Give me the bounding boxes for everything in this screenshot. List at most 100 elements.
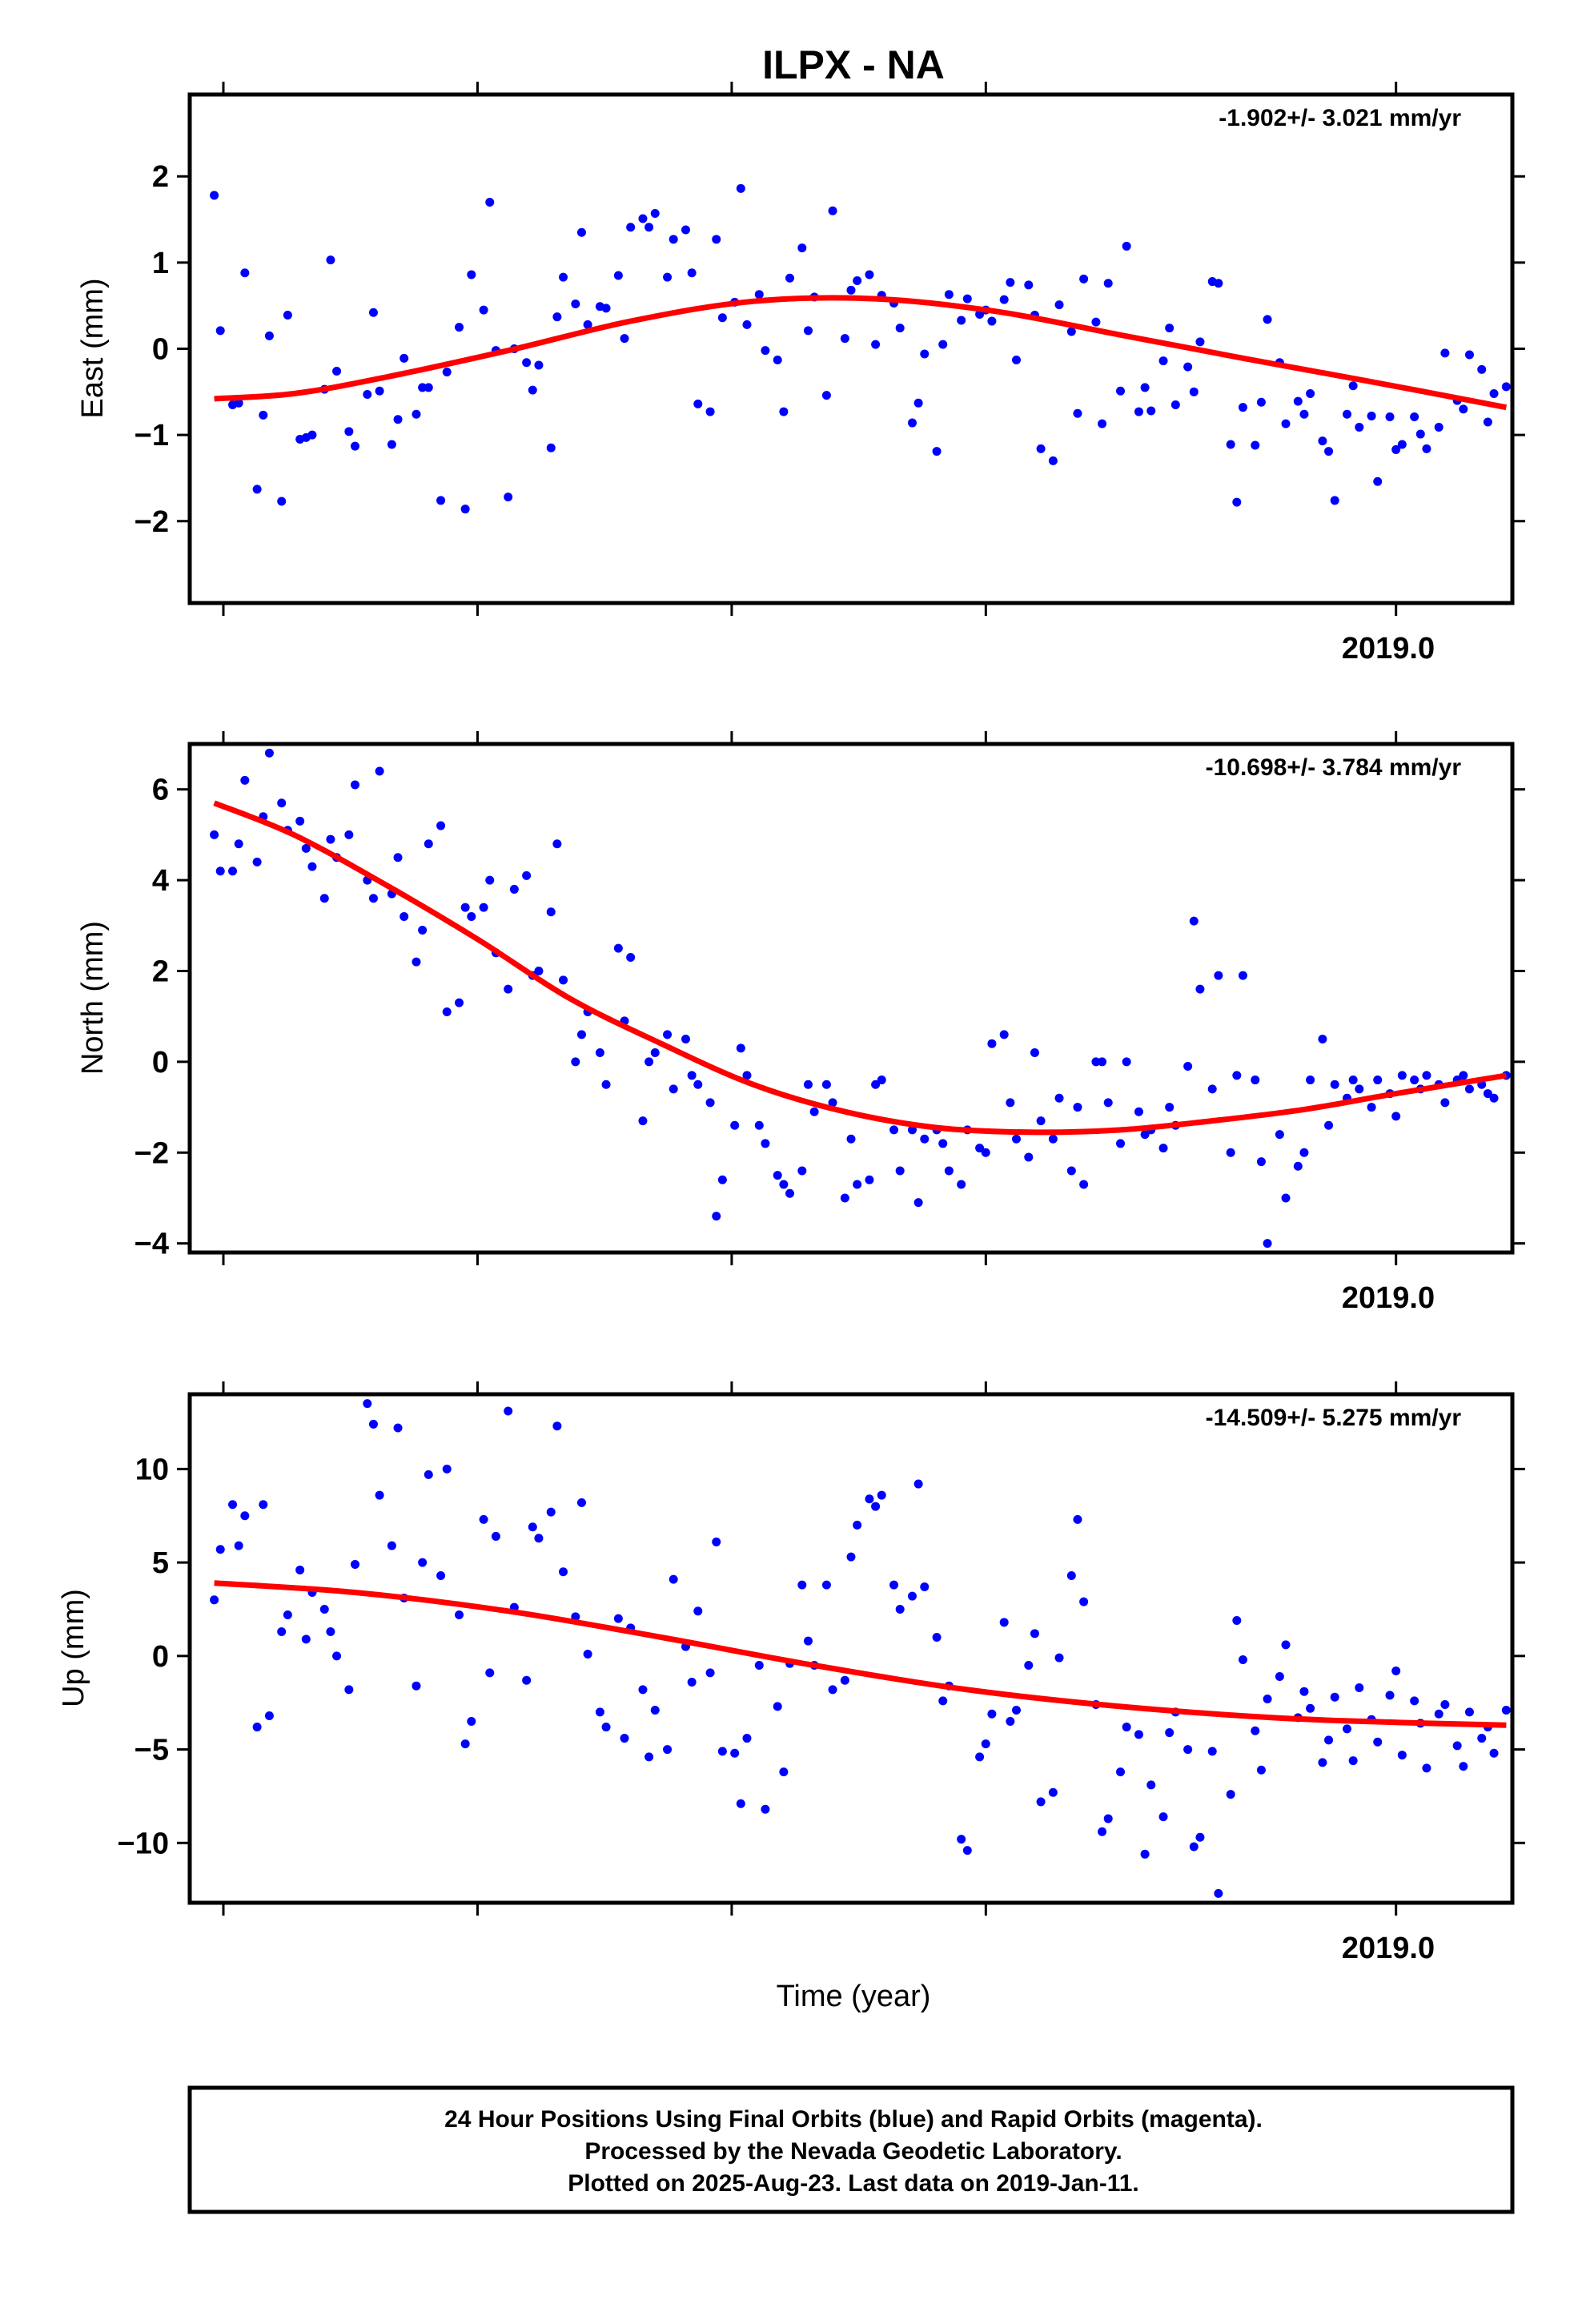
up-panel: −10 −5 0 5 10 Up (mm) -14.509+/- 5.275 mm/yr… bbox=[57, 1381, 1525, 1965]
up-data-point bbox=[779, 1767, 789, 1777]
north-data-point bbox=[871, 1080, 881, 1089]
north-x-tick-label: 2019.0 bbox=[1342, 1281, 1435, 1315]
east-data-point bbox=[387, 440, 396, 449]
up-data-point bbox=[1183, 1745, 1193, 1755]
east-data-point bbox=[1012, 355, 1021, 364]
north-data-point bbox=[1030, 1048, 1039, 1058]
up-data-point bbox=[821, 1580, 831, 1590]
east-data-point bbox=[424, 383, 433, 392]
east-data-point bbox=[962, 294, 972, 304]
east-data-point bbox=[1116, 386, 1126, 396]
up-data-point bbox=[436, 1570, 446, 1580]
north-data-point bbox=[1122, 1057, 1131, 1067]
east-data-point bbox=[785, 273, 795, 283]
up-data-point bbox=[522, 1675, 532, 1685]
east-data-point bbox=[693, 399, 703, 408]
north-data-point bbox=[1054, 1093, 1064, 1103]
east-data-point bbox=[821, 391, 831, 400]
north-data-point bbox=[1207, 1084, 1217, 1094]
up-data-point bbox=[761, 1804, 770, 1814]
up-tick-marks bbox=[177, 1381, 1525, 1916]
up-data-point bbox=[595, 1707, 604, 1717]
up-data-point bbox=[999, 1618, 1009, 1627]
up-data-point bbox=[210, 1595, 219, 1605]
east-data-point bbox=[283, 311, 292, 320]
north-data-point bbox=[853, 1180, 862, 1189]
east-data-point bbox=[1054, 300, 1064, 310]
up-data-point bbox=[828, 1685, 837, 1695]
north-data-point bbox=[576, 1030, 586, 1039]
north-data-point bbox=[1306, 1076, 1315, 1085]
north-data-point bbox=[295, 816, 305, 826]
north-data-point bbox=[1459, 1071, 1468, 1080]
north-data-point bbox=[1189, 916, 1199, 926]
up-data-point bbox=[613, 1614, 623, 1623]
east-data-point bbox=[559, 272, 568, 282]
up-data-point bbox=[424, 1470, 433, 1479]
up-data-point bbox=[559, 1567, 568, 1577]
up-data-point bbox=[1226, 1790, 1235, 1799]
north-y-tick-label: 6 bbox=[152, 774, 169, 807]
east-data-point bbox=[418, 383, 428, 392]
north-data-point bbox=[821, 1080, 831, 1089]
up-data-point bbox=[840, 1675, 849, 1685]
north-data-point bbox=[1397, 1071, 1407, 1080]
east-data-point bbox=[1170, 400, 1180, 409]
north-data-point bbox=[999, 1030, 1009, 1039]
up-data-point bbox=[601, 1723, 611, 1732]
north-data-point bbox=[1410, 1076, 1419, 1085]
north-data-point bbox=[736, 1043, 745, 1053]
footer-line-3: Plotted on 2025-Aug-23. Last data on 201… bbox=[568, 2170, 1139, 2197]
up-data-point bbox=[1006, 1717, 1015, 1727]
east-data-point bbox=[742, 320, 752, 329]
up-data-point bbox=[1434, 1709, 1443, 1719]
east-data-point bbox=[368, 308, 378, 317]
east-data-point bbox=[1306, 388, 1315, 398]
north-data-point bbox=[717, 1175, 727, 1184]
up-data-point bbox=[736, 1799, 745, 1808]
north-y-tick-label: 4 bbox=[152, 864, 169, 898]
up-data-point bbox=[301, 1634, 311, 1644]
east-data-point bbox=[1459, 404, 1468, 414]
east-data-point bbox=[1256, 397, 1266, 407]
north-data-point bbox=[1373, 1076, 1383, 1085]
north-data-point bbox=[1422, 1071, 1431, 1080]
up-data-point bbox=[1464, 1707, 1474, 1717]
north-data-point bbox=[1165, 1103, 1174, 1112]
up-data-point bbox=[467, 1717, 476, 1727]
up-data-point bbox=[987, 1709, 997, 1719]
north-data-point bbox=[509, 884, 519, 894]
up-data-point bbox=[1189, 1842, 1199, 1852]
up-data-point bbox=[638, 1685, 648, 1695]
up-data-point bbox=[938, 1696, 948, 1706]
up-data-point bbox=[583, 1650, 592, 1659]
north-data-point bbox=[393, 853, 403, 862]
up-data-point bbox=[1079, 1597, 1089, 1606]
up-data-point bbox=[576, 1498, 586, 1507]
north-data-point bbox=[252, 857, 262, 866]
north-data-point bbox=[412, 957, 421, 967]
up-data-point bbox=[412, 1681, 421, 1691]
east-data-point bbox=[1440, 348, 1450, 358]
up-data-point bbox=[264, 1711, 274, 1721]
north-rate-annotation: -10.698+/- 3.784 mm/yr bbox=[1206, 754, 1462, 781]
north-data-point bbox=[1318, 1035, 1327, 1044]
up-data-point bbox=[368, 1419, 378, 1429]
east-data-point bbox=[803, 326, 813, 336]
north-data-point bbox=[455, 998, 464, 1007]
north-data-point bbox=[1134, 1107, 1143, 1116]
north-data-point bbox=[1251, 1076, 1260, 1085]
up-data-point bbox=[1030, 1629, 1039, 1638]
east-data-point bbox=[932, 447, 942, 456]
up-data-point bbox=[687, 1678, 697, 1687]
north-data-point bbox=[1299, 1148, 1309, 1157]
up-data-point bbox=[1275, 1672, 1284, 1682]
up-y-tick-label: 10 bbox=[135, 1453, 169, 1486]
up-data-point bbox=[1048, 1787, 1058, 1797]
up-data-point bbox=[252, 1723, 262, 1732]
east-data-point bbox=[1226, 440, 1235, 449]
up-data-point bbox=[259, 1500, 268, 1510]
north-data-point bbox=[644, 1057, 654, 1067]
